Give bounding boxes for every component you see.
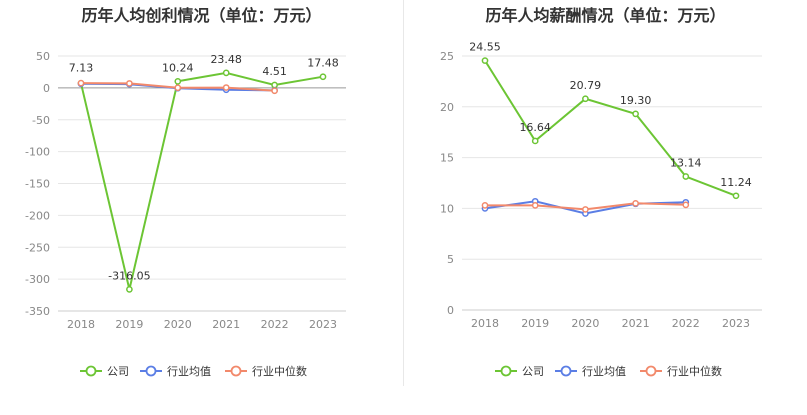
chart-salary: 25 20 15 10 5 0 2018 2019 2020 2021 2022 2023 24.55 1…	[440, 41, 762, 378]
legend-label: 行业中位数	[667, 364, 722, 378]
y-tick-label: 25	[440, 50, 454, 63]
data-point	[174, 77, 182, 85]
x-tick-label: 2019	[521, 317, 549, 330]
y-tick-label: 50	[36, 50, 50, 63]
y-tick-label: 5	[447, 253, 454, 266]
legend-swatch-marker	[145, 365, 157, 377]
legend-label: 行业均值	[167, 365, 211, 378]
data-point	[732, 192, 740, 200]
panel-divider	[403, 0, 404, 386]
data-point	[481, 202, 489, 209]
chart-profit: 50 0 -50 -100 -150 -200 -250 -300 -350 2018 2019 20…	[25, 50, 346, 378]
data-label: 24.55	[469, 41, 501, 54]
x-tick-label: 2018	[471, 317, 499, 330]
legend-swatch-marker	[645, 365, 657, 377]
legend-swatch-marker	[85, 365, 97, 377]
data-point	[582, 95, 589, 103]
data-label: 20.79	[570, 79, 602, 92]
y-tick-label: 0	[447, 304, 454, 317]
series-line-0	[80, 71, 324, 290]
data-point	[174, 84, 182, 92]
y-tick-label: -250	[25, 241, 50, 254]
data-point	[222, 69, 230, 77]
data-point	[271, 81, 278, 89]
x-tick-label: 2023	[722, 317, 750, 330]
y-tick-label: 20	[440, 101, 454, 114]
data-point	[582, 206, 589, 213]
x-tick-label: 2018	[67, 318, 95, 331]
data-label: 11.24	[720, 176, 752, 189]
right-chart-title: 历年人均薪酬情况（单位：万元）	[485, 6, 726, 25]
legend-swatch-marker	[230, 365, 242, 377]
data-point	[632, 199, 639, 207]
data-point	[319, 73, 327, 81]
y-tick-label: -300	[25, 273, 50, 286]
x-tick-label: 2022	[261, 318, 289, 331]
legend-swatch-marker	[500, 365, 512, 377]
legend-label: 行业均值	[582, 365, 626, 378]
data-point	[77, 79, 85, 87]
y-tick-label: -350	[25, 305, 50, 318]
data-point	[531, 202, 539, 209]
x-tick-label: 2020	[164, 318, 192, 331]
left-chart-title: 历年人均创利情况（单位：万元）	[81, 6, 322, 25]
x-tick-label: 2021	[212, 318, 240, 331]
data-label: 23.48	[210, 53, 242, 66]
data-label: 17.48	[307, 57, 339, 70]
data-point	[531, 137, 539, 145]
data-label: 19.30	[620, 94, 652, 107]
y-tick-label: -50	[32, 114, 50, 127]
y-tick-label: -200	[25, 209, 50, 222]
data-point	[126, 80, 133, 87]
data-point	[271, 87, 278, 95]
data-label: 7.13	[69, 61, 94, 74]
data-label: -316.05	[108, 269, 150, 282]
legend-label: 公司	[522, 365, 544, 378]
data-point	[682, 201, 690, 209]
data-label: 13.14	[670, 156, 702, 169]
y-tick-label: 10	[440, 202, 454, 215]
x-tick-label: 2020	[571, 317, 599, 330]
data-label: 4.51	[262, 65, 287, 78]
legend-label: 行业中位数	[252, 364, 307, 378]
y-tick-label: -150	[25, 178, 50, 191]
legend-label: 公司	[107, 365, 129, 378]
y-tick-label: -100	[25, 146, 50, 159]
data-point	[222, 84, 230, 91]
data-label: 10.24	[162, 61, 194, 74]
data-point	[126, 286, 133, 293]
x-tick-label: 2019	[115, 318, 143, 331]
data-point	[632, 110, 639, 118]
x-tick-label: 2022	[672, 317, 700, 330]
series-line-0	[484, 60, 737, 197]
y-tick-label: 0	[43, 82, 50, 95]
legend-swatch-marker	[560, 365, 572, 377]
data-point	[682, 173, 690, 180]
y-tick-label: 15	[440, 152, 454, 165]
x-tick-label: 2021	[622, 317, 650, 330]
data-point	[481, 57, 489, 64]
data-label: 16.64	[519, 121, 551, 134]
x-tick-label: 2023	[309, 318, 337, 331]
